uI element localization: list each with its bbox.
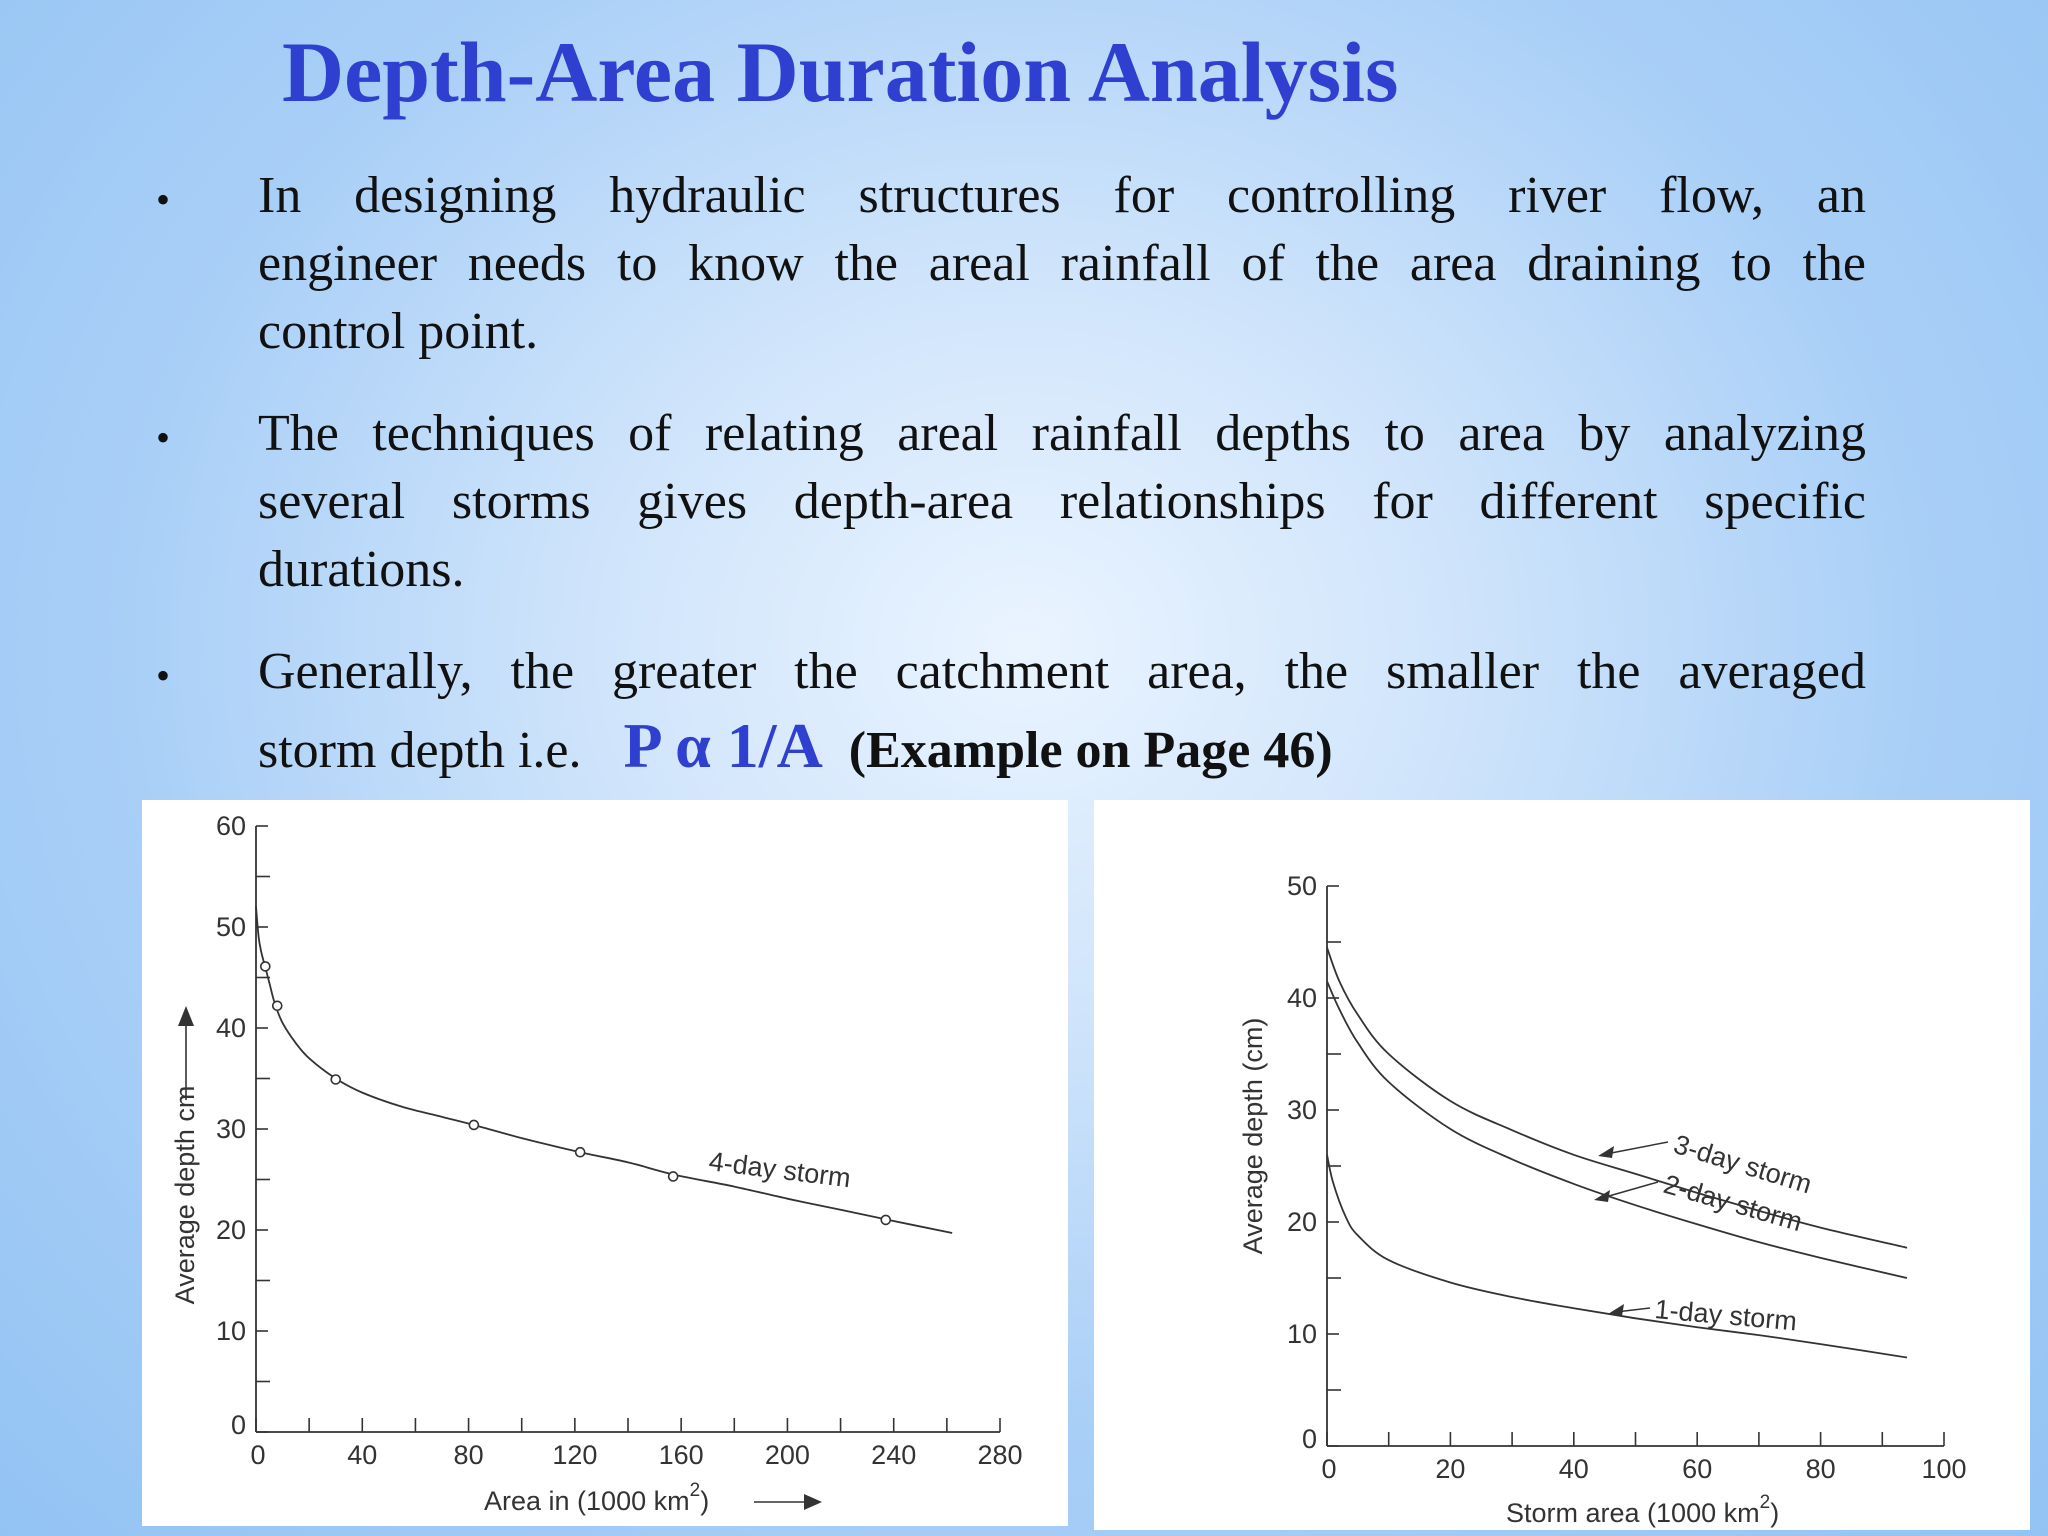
bullet-2-line-3: durations. xyxy=(258,541,465,598)
chart2-x-tick-label: 0 xyxy=(1321,1454,1336,1484)
chart1-y-axis-label: Average depth cm xyxy=(170,1086,200,1305)
bullet-marker: • xyxy=(156,177,171,222)
chart1-x-tick-label: 280 xyxy=(977,1440,1022,1470)
chart2-x-tick-label: 60 xyxy=(1682,1454,1712,1484)
chart1-y-tick-label: 20 xyxy=(216,1215,246,1245)
series-4-day-storm-point xyxy=(880,1214,892,1226)
chart1-x-tick-label: 160 xyxy=(659,1440,704,1470)
series-2-day-storm-pointer-head xyxy=(1594,1190,1610,1202)
bullet-2-line-2: several storms gives depth-area relation… xyxy=(258,473,1866,530)
bullet-text-3: Generally, the greater the catchment are… xyxy=(258,638,1866,785)
series-3-day-storm-pointer-head xyxy=(1598,1146,1614,1158)
series-4-day-storm-line xyxy=(255,906,953,1234)
bullet-2-line-1: The techniques of relating areal rainfal… xyxy=(258,405,1866,462)
chart1-x-tick-label: 200 xyxy=(765,1440,810,1470)
chart2-x-tick-label: 100 xyxy=(1921,1454,1966,1484)
chart2-y-tick-label: 20 xyxy=(1287,1207,1317,1237)
chart1-y-tick-label: 40 xyxy=(216,1013,246,1043)
chart2-x-tick-label: 40 xyxy=(1559,1454,1589,1484)
series-1-day-storm-label: 1-day storm xyxy=(1653,1294,1798,1336)
chart2-x-tick-label: 80 xyxy=(1806,1454,1836,1484)
chart2-y-tick-label: 0 xyxy=(1302,1424,1317,1454)
chart1-x-axis-label: Area in (1000 km2) xyxy=(484,1480,709,1516)
formula: P α 1/A xyxy=(623,710,823,781)
series-2-day-storm-line xyxy=(1326,980,1908,1279)
chart1-y-tick-label: 50 xyxy=(216,912,246,942)
chart1-x-tick-label: 80 xyxy=(454,1440,484,1470)
series-2-day-storm-pointer xyxy=(1601,1181,1659,1199)
series-4-day-storm-point xyxy=(468,1119,480,1131)
chart1-x-tick-label: 40 xyxy=(347,1440,377,1470)
series-4-day-storm-point xyxy=(260,961,271,972)
series-4-day-storm-point xyxy=(667,1171,679,1182)
bullet-3-line-1: Generally, the greater the catchment are… xyxy=(258,643,1866,700)
chart1-y-tick-label: 60 xyxy=(216,811,246,841)
slide-title: Depth-Area Duration Analysis xyxy=(282,24,1399,120)
chart2-y-tick-label: 30 xyxy=(1287,1095,1317,1125)
series-4-day-storm-point xyxy=(271,1000,283,1012)
bullet-3-line-2: storm depth i.e. P α 1/A (Example on Page … xyxy=(258,712,1866,785)
series-4-day-storm-point xyxy=(330,1074,342,1085)
chart1-x-arrow-head xyxy=(804,1494,822,1510)
bullet-3-prefix: storm depth i.e. xyxy=(258,722,582,779)
series-4-day-storm-point xyxy=(574,1146,586,1158)
chart1-y-tick-label: 10 xyxy=(216,1316,246,1346)
series-1-day-storm-pointer-head xyxy=(1608,1304,1624,1316)
chart1-x-tick-label: 240 xyxy=(871,1440,916,1470)
example-note: (Example on Page 46) xyxy=(848,722,1333,779)
chart1-y-tick-label: 0 xyxy=(231,1410,246,1440)
bullet-text-2: The techniques of relating areal rainfal… xyxy=(258,400,1866,604)
chart2-y-axis-label: Average depth (cm) xyxy=(1238,1018,1268,1255)
series-3-day-storm-line xyxy=(1326,947,1908,1249)
chart2-x-tick-label: 20 xyxy=(1435,1454,1465,1484)
chart2-y-tick-label: 50 xyxy=(1287,871,1317,901)
chart1-y-tick-label: 30 xyxy=(216,1114,246,1144)
chart1-x-tick-label: 0 xyxy=(250,1440,265,1470)
chart-multi-storm-panel: 0 10 20 30 40 50 0 20 40 60 80 100 3-day storm 2-day … xyxy=(1094,800,2030,1530)
chart2-x-axis-label: Storm area (1000 km2) xyxy=(1506,1492,1779,1528)
chart-4-day-storm-panel: 0 10 20 30 40 50 60 0 40 80 120 160 200 240 280 4-day s… xyxy=(142,800,1068,1526)
series-1-day-storm-line xyxy=(1326,1154,1908,1359)
bullet-1-line-2: engineer needs to know the areal rainfal… xyxy=(258,235,1866,292)
chart1-y-arrow-head xyxy=(178,1006,194,1026)
series-3-day-storm-pointer xyxy=(1605,1141,1669,1155)
bullet-1-line-3: control point. xyxy=(258,303,539,360)
bullet-text-1: In designing hydraulic structures for co… xyxy=(258,162,1866,366)
bullet-1-line-1: In designing hydraulic structures for co… xyxy=(258,167,1866,224)
chart1-x-tick-label: 120 xyxy=(552,1440,597,1470)
chart2-y-tick-label: 40 xyxy=(1287,983,1317,1013)
bullet-marker: • xyxy=(156,415,171,460)
chart2-y-tick-label: 10 xyxy=(1287,1319,1317,1349)
bullet-marker: • xyxy=(156,653,171,698)
